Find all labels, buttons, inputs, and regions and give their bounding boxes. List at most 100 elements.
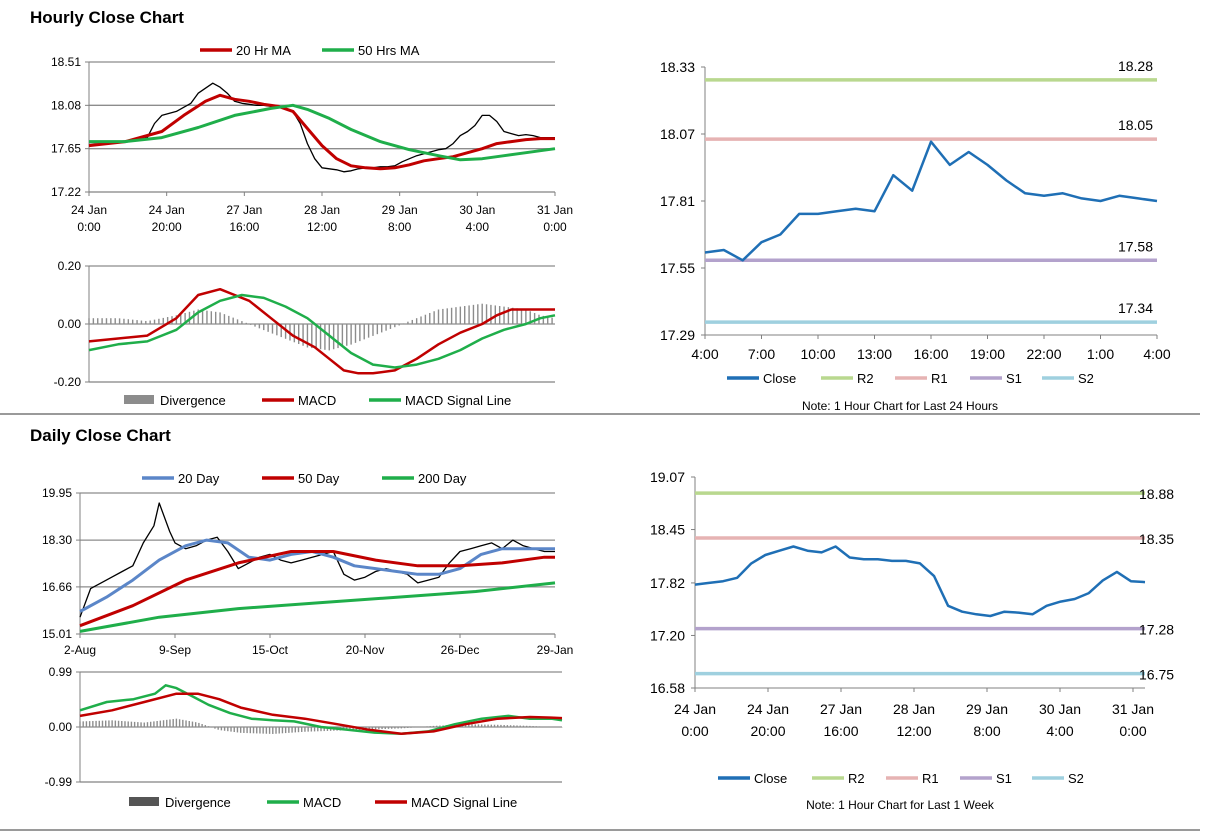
daily-macd-divergence-bar	[220, 727, 223, 731]
daily-macd-divergence-bar	[487, 724, 489, 728]
daily-macd-divergence-bar	[140, 722, 142, 728]
daily-week-xtick-label-6-a: 31 Jan	[1112, 701, 1154, 717]
daily-macd-legend-signal: MACD Signal Line	[375, 795, 517, 810]
hourly-macd-divergence-bar	[468, 305, 470, 325]
daily-price-ytick-label-2: 16.66	[42, 580, 72, 594]
hourly-macd-legend-divergence-swatch	[124, 395, 154, 404]
daily-macd-divergence-bar	[497, 724, 499, 728]
daily-macd-ytick-label-2: -0.99	[45, 775, 73, 789]
daily-macd-divergence-bar	[262, 727, 264, 734]
hourly-24h-legend-s1: S1	[970, 371, 1022, 386]
daily-macd-divergence-bar	[146, 722, 149, 728]
daily-macd-divergence-bar	[211, 727, 213, 728]
hourly-price-xtick-label-3-b: 12:00	[307, 220, 337, 234]
hourly-price-xtick-label-4-a: 29 Jan	[382, 203, 418, 217]
hourly-macd-divergence-bar	[101, 318, 103, 325]
daily-macd-divergence-bar	[509, 725, 512, 728]
hourly-legend-50hrs-ma: 50 Hrs MA	[322, 43, 420, 58]
hourly-macd-divergence-bar	[464, 306, 466, 325]
daily-macd-divergence-bar	[519, 725, 521, 728]
hourly-macd-divergence-bar	[166, 317, 169, 325]
hourly-24h-level-label-r1: 18.05	[1118, 117, 1153, 133]
daily-macd-divergence-bar	[172, 719, 174, 728]
daily-price-ytick-label-1: 18.30	[42, 533, 72, 547]
daily-macd-divergence-bar	[471, 724, 473, 728]
daily-macd-legend-signal-label: MACD Signal Line	[411, 795, 517, 810]
hourly-24h-xtick-label-0: 4:00	[691, 346, 718, 362]
hourly-macd-divergence-bar	[197, 309, 199, 325]
hourly-macd-divergence-bar	[450, 307, 453, 325]
hourly-macd-divergence-bar	[485, 304, 488, 325]
hourly-24h-series-close	[704, 140, 1158, 262]
daily-legend-20-day: 20 Day	[142, 471, 220, 486]
hourly-macd-divergence-bar	[407, 321, 409, 325]
daily-macd-divergence-bar	[545, 726, 547, 728]
hourly-price-xtick-label-2-a: 27 Jan	[226, 203, 262, 217]
daily-price-xtick-label-2: 15-Oct	[252, 643, 289, 657]
daily-week-xtick-label-3-b: 12:00	[896, 723, 931, 739]
daily-macd-divergence-bar	[468, 724, 470, 728]
daily-macd-divergence-bar	[474, 724, 476, 728]
daily-macd-divergence-bar	[223, 727, 226, 731]
daily-macd-legend-divergence-swatch	[129, 797, 159, 806]
hourly-macd-divergence-bar	[372, 324, 374, 336]
daily-week-xtick-label-5-b: 4:00	[1046, 723, 1073, 739]
daily-macd-divergence-bar	[288, 727, 290, 733]
hourly-macd-legend-macd-label: MACD	[298, 393, 336, 408]
hourly-macd-divergence-bar	[228, 315, 230, 325]
daily-week-xtick-label-3-a: 28 Jan	[893, 701, 935, 717]
hourly-macd-divergence-bar	[359, 324, 361, 342]
hourly-macd-divergence-bar	[97, 318, 99, 325]
hourly-macd-divergence-bar	[433, 311, 435, 325]
daily-price-xtick-label-3: 20-Nov	[346, 643, 385, 657]
daily-macd-divergence-bar	[88, 721, 91, 728]
daily-macd-divergence-bar	[410, 727, 412, 728]
daily-macd-divergence-bar	[275, 727, 277, 734]
daily-macd-divergence-bar	[390, 727, 393, 729]
hourly-macd-divergence-bar	[346, 324, 348, 346]
daily-price-series-20-day	[79, 538, 555, 613]
daily-macd-divergence-bar	[352, 727, 354, 731]
daily-macd-divergence-bar	[124, 721, 126, 728]
daily-macd-divergence-bar	[397, 727, 399, 729]
daily-macd-divergence-bar	[429, 726, 431, 728]
hourly-24h-ytick-label-2: 17.81	[660, 193, 695, 209]
daily-macd-divergence-bar	[169, 719, 171, 728]
hourly-macd-divergence-bar	[411, 319, 413, 325]
daily-week-ytick-label-4: 16.58	[650, 680, 685, 696]
hourly-macd-divergence-bar	[267, 324, 269, 332]
hourly-macd-legend-signal: MACD Signal Line	[369, 393, 511, 408]
hourly-24h-legend-s2-label: S2	[1078, 371, 1094, 386]
section-divider-top	[0, 413, 1200, 415]
hourly-macd-divergence-bar	[210, 311, 213, 325]
daily-macd-divergence-bar	[284, 727, 287, 734]
daily-macd-divergence-bar	[297, 727, 300, 733]
hourly-macd-divergence-bar	[293, 324, 296, 343]
hourly-24h-xtick-label-8: 4:00	[1143, 346, 1170, 362]
daily-macd-divergence-bar	[95, 720, 97, 728]
daily-macd-divergence-bar	[281, 727, 284, 734]
daily-macd-divergence-bar	[464, 724, 467, 728]
hourly-macd-divergence-bar	[389, 324, 392, 329]
daily-macd-divergence-bar	[278, 727, 280, 734]
hourly-macd-divergence-bar	[232, 317, 234, 325]
daily-macd-divergence-bar	[426, 726, 428, 728]
daily-legend-50-day: 50 Day	[262, 471, 340, 486]
hourly-macd-divergence-bar	[459, 306, 462, 325]
daily-macd-divergence-bar	[291, 727, 293, 733]
hourly-macd-divergence-bar	[547, 316, 549, 325]
hourly-macd-divergence-bar	[424, 314, 427, 325]
daily-macd-divergence-bar	[111, 720, 113, 728]
hourly-macd-divergence-bar	[455, 307, 457, 325]
hourly-price-ytick-label-1: 18.08	[51, 98, 81, 112]
hourly-macd-divergence-bar	[551, 317, 553, 325]
hourly-macd-divergence-bar	[206, 310, 208, 325]
daily-macd-divergence-bar	[185, 720, 187, 728]
daily-macd-divergence-bar	[272, 727, 274, 734]
daily-macd-divergence-bar	[230, 727, 232, 732]
daily-week-legend-close-label: Close	[754, 771, 787, 786]
daily-week-legend-r2-label: R2	[848, 771, 865, 786]
hourly-macd-divergence-bar	[180, 314, 182, 325]
daily-macd-divergence-bar	[265, 727, 268, 734]
daily-week-legend-s2: S2	[1032, 771, 1084, 786]
